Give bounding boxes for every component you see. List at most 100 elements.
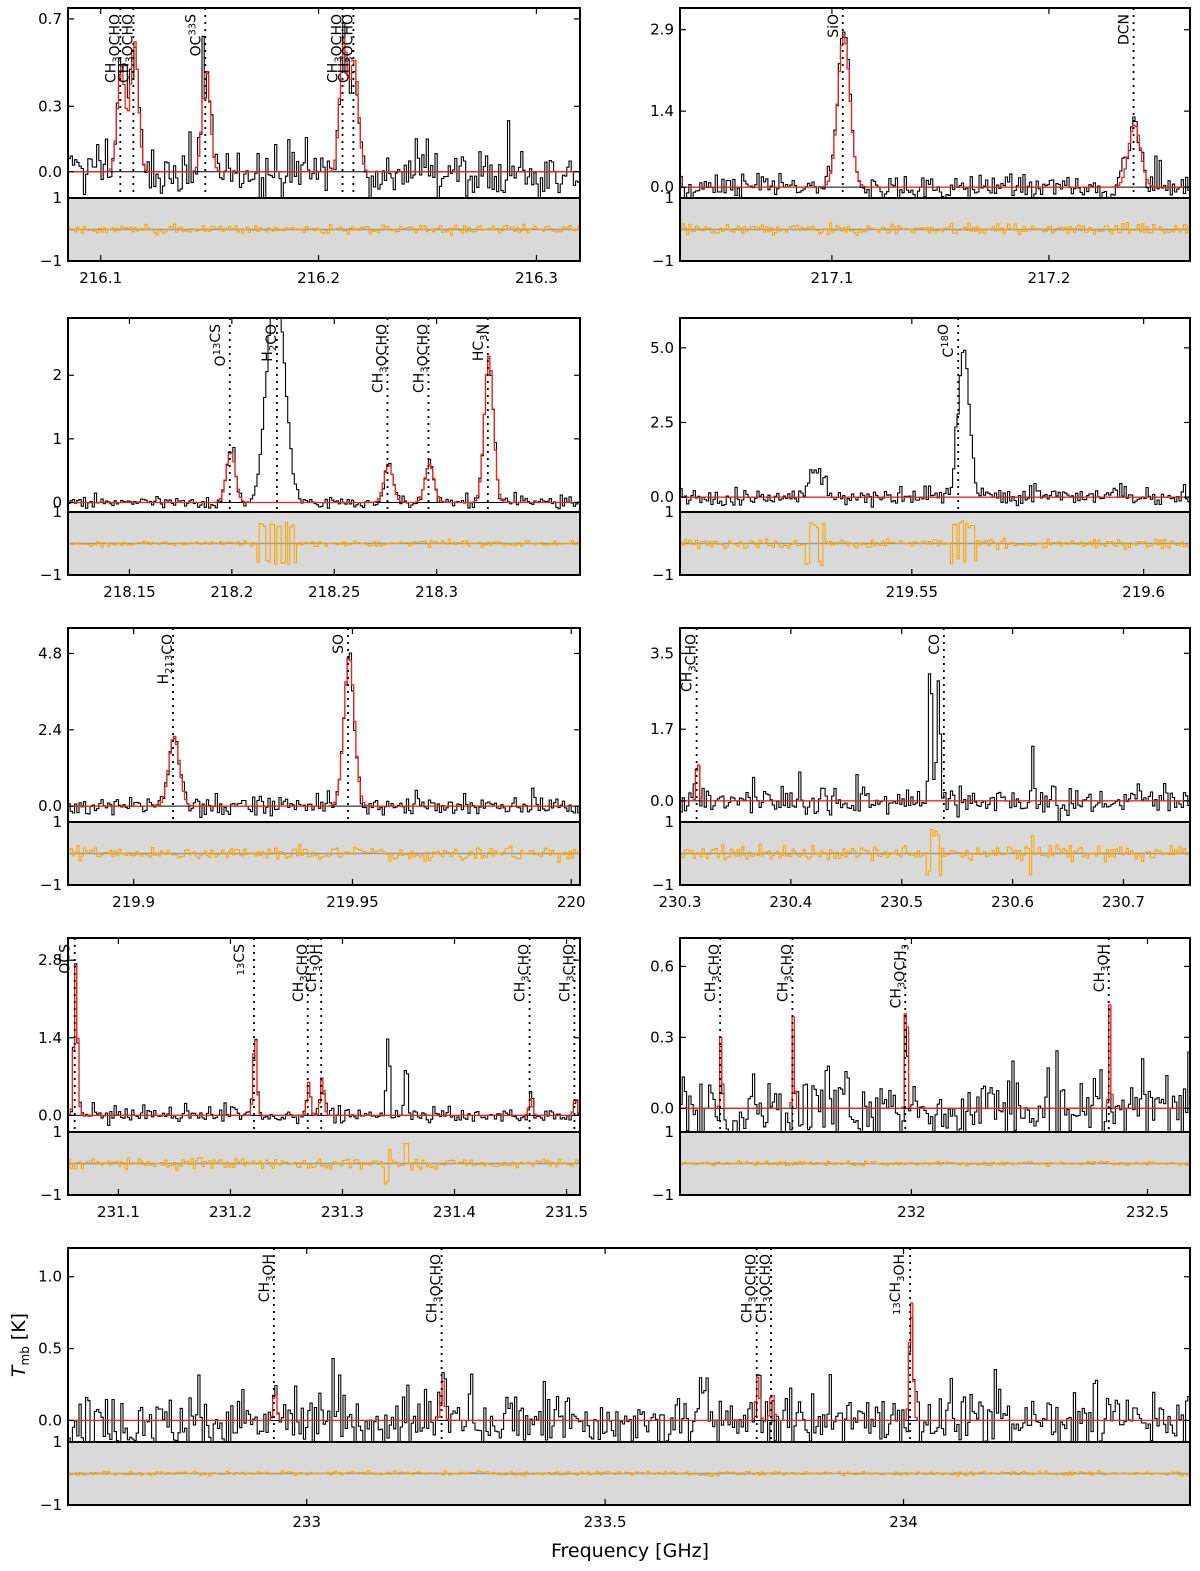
line-label-4: HC3N <box>471 324 491 361</box>
residual-ytick-label: 1 <box>52 813 62 831</box>
line-label-0: SiO <box>826 14 842 38</box>
xtick-label: 230.4 <box>769 893 812 911</box>
line-label-1: SO <box>331 634 347 654</box>
residual-frame <box>67 197 581 262</box>
residual-frame <box>679 1131 1191 1196</box>
xtick-label: 218.25 <box>308 583 361 601</box>
residual-frame <box>67 821 581 886</box>
spectrum-frame <box>67 1247 1191 1443</box>
residual-frame <box>679 821 1191 886</box>
residual-ytick-label: 1 <box>52 1433 62 1451</box>
model-series <box>68 658 580 807</box>
xtick-label: 233 <box>292 1513 321 1531</box>
observed-series <box>680 349 1190 508</box>
residual-ytick-label: 1 <box>52 189 62 207</box>
y-axis-title-unit: [K] <box>8 1313 30 1340</box>
ytick-label: 3.5 <box>650 644 674 662</box>
ytick-label: 0.0 <box>38 797 62 815</box>
spectrum-frame <box>679 7 1191 199</box>
residual-series <box>680 828 1190 876</box>
model-series <box>680 764 1190 802</box>
residual-series <box>68 521 580 566</box>
observed-series <box>680 31 1190 198</box>
xtick-label: 219.95 <box>326 893 379 911</box>
spectrum-frame <box>67 937 581 1133</box>
xtick-label: 230.5 <box>880 893 923 911</box>
ytick-label: 5.0 <box>650 339 674 357</box>
line-label-0: CH3CHO <box>703 944 723 1002</box>
y-axis-title: Tmb [K] <box>8 1313 32 1377</box>
xtick-label: 231.3 <box>321 1203 364 1221</box>
observed-series <box>680 1009 1190 1132</box>
spectrum-frame <box>67 317 581 513</box>
xtick-label: 231.1 <box>97 1203 140 1221</box>
line-label-3: CH3OCHO <box>754 1254 774 1323</box>
xtick-label: 218.3 <box>415 583 458 601</box>
ytick-label: 2.5 <box>650 413 674 431</box>
observed-series <box>680 673 1190 822</box>
xtick-label: 216.2 <box>297 269 340 287</box>
line-label-1: H2CO <box>260 324 280 362</box>
residual-ytick-label: −1 <box>652 252 674 270</box>
line-label-2: CH3OCH3 <box>888 944 911 1008</box>
model-series <box>68 1302 1190 1422</box>
ytick-label: 1.4 <box>650 102 674 120</box>
line-label-5: CH3CHO <box>557 944 577 1002</box>
residual-ytick-label: 1 <box>664 503 674 521</box>
model-series <box>680 1004 1190 1109</box>
line-label-0: H213CO <box>156 634 176 684</box>
observed-series <box>68 318 580 510</box>
ytick-label: 1.7 <box>650 720 674 738</box>
xtick-label: 230.3 <box>659 893 702 911</box>
line-label-3: CH3OCHO <box>326 14 346 83</box>
panel-p2: SiO DCN 0.0 1.4 2.9 1 −1 217.1 217.2 <box>650 7 1191 287</box>
line-label-1: 13CS <box>232 944 248 976</box>
residual-frame <box>679 511 1191 576</box>
panel-p7: OCS 13CSCH3CHOCH3OHCH3CHOCH3CHO0.01.42.81… <box>38 937 588 1221</box>
xtick-label: 218.15 <box>103 583 156 601</box>
ytick-label: 2.8 <box>38 951 62 969</box>
residual-series <box>68 1469 1190 1477</box>
xtick-label: 217.1 <box>810 269 853 287</box>
line-label-2: CH3OCHO <box>370 324 390 393</box>
xtick-label: 219.9 <box>112 893 155 911</box>
model-series <box>680 34 1190 188</box>
residual-ytick-label: 1 <box>52 1123 62 1141</box>
ytick-label: 0.7 <box>38 10 62 28</box>
residual-ytick-label: −1 <box>652 1186 674 1204</box>
x-axis-title: Frequency [GHz] <box>551 1540 709 1562</box>
line-label-0: CH3OH <box>257 1254 277 1302</box>
panel-p5: H213CO SO 0.0 2.4 4.8 1 −1 219.9 219.95 220 <box>38 627 586 911</box>
line-label-1: CO <box>927 634 943 655</box>
residual-ytick-label: 1 <box>52 503 62 521</box>
xtick-label: 234 <box>889 1513 918 1531</box>
residual-frame <box>67 511 581 576</box>
ytick-label: 0.5 <box>38 1340 62 1358</box>
line-label-2: OC33S <box>183 14 204 57</box>
line-label-2: CH3CHO <box>291 944 311 1002</box>
xtick-label: 216.3 <box>515 269 558 287</box>
ytick-label: 0 <box>52 493 62 511</box>
observed-series <box>68 652 580 818</box>
xtick-label: 217.2 <box>1027 269 1070 287</box>
residual-frame <box>67 1131 581 1196</box>
spectrum-frame <box>679 317 1191 513</box>
ytick-label: 0.3 <box>38 97 62 115</box>
panels-group: CH3OCHO CH3OCHO OC33S CH3OCHO CH3OCHO 0.0 0.3 0… <box>38 7 1191 1531</box>
line-label-1: CH3OCHO <box>116 14 136 83</box>
observed-series <box>68 1317 1190 1442</box>
residual-ytick-label: −1 <box>40 566 62 584</box>
observed-series <box>68 22 580 198</box>
ytick-label: 1.0 <box>38 1268 62 1286</box>
ytick-label: 0.0 <box>650 792 674 810</box>
xtick-label: 219.55 <box>886 583 939 601</box>
line-label-3: CH3OH <box>1092 944 1112 992</box>
spectrum-frame <box>679 627 1191 823</box>
line-label-1: CH3CHO <box>775 944 795 1002</box>
xtick-label: 233.5 <box>584 1513 627 1531</box>
xtick-label: 218.2 <box>210 583 253 601</box>
xtick-label: 232 <box>897 1203 926 1221</box>
line-label-0: C18O <box>936 324 957 358</box>
ytick-label: 0.0 <box>38 1106 62 1124</box>
